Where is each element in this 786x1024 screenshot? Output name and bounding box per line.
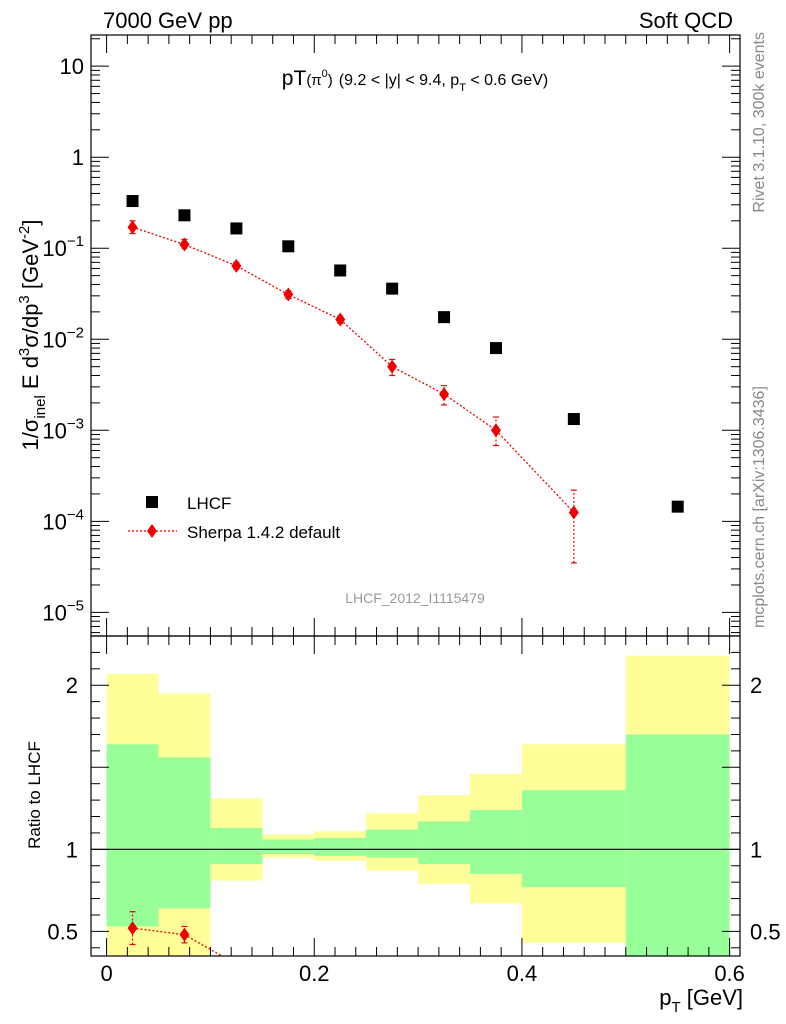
ratio-sherpa-point-1 xyxy=(179,927,190,942)
sherpa-line xyxy=(132,226,575,513)
lhcf-point-0 xyxy=(126,195,139,208)
sherpa-point-2 xyxy=(231,258,242,273)
ratio-band-green-8 xyxy=(521,790,626,888)
lhcf-point-8 xyxy=(567,413,580,426)
sherpa-point-7 xyxy=(490,423,501,438)
main-y-tick-label-2: 10−1 xyxy=(42,233,84,261)
main-y-axis-label: 1/σinel E d3σ/dp3 [GeV-2] xyxy=(16,219,49,450)
sherpa-point-6 xyxy=(439,387,450,402)
ratio-band-green-3 xyxy=(262,839,315,855)
ratio-y-tick-label-right-1: 1 xyxy=(750,837,762,862)
x-tick-label-2: 0.4 xyxy=(507,961,538,986)
main-y-tick-label-0: 10 xyxy=(60,54,84,79)
main-y-tick-label-1: 1 xyxy=(72,145,84,170)
sherpa-point-0 xyxy=(127,220,138,235)
ratio-band-green-1 xyxy=(158,757,211,909)
legend: LHCF Sherpa 1.4.2 default xyxy=(128,494,340,542)
ratio-series xyxy=(127,911,224,956)
main-y-tick-label-6: 10−5 xyxy=(42,597,84,625)
sherpa-point-8 xyxy=(568,505,579,520)
legend-lhcf-label: LHCF xyxy=(187,494,231,513)
lhcf-point-5 xyxy=(386,282,399,295)
lhcf-point-9 xyxy=(671,500,684,513)
ratio-band-green-5 xyxy=(366,829,419,858)
ratio-band-green-4 xyxy=(314,837,367,856)
legend-lhcf-marker xyxy=(146,496,158,508)
ratio-band-green-6 xyxy=(418,821,471,865)
ratio-band-green-0 xyxy=(106,744,159,927)
ratio-frame xyxy=(90,635,741,957)
lhcf-point-1 xyxy=(178,209,191,222)
sherpa-point-4 xyxy=(335,312,346,327)
main-y-tick-label-4: 10−3 xyxy=(42,415,84,443)
plot-title: pT(π0) (9.2 < |y| < 9.4, pT < 0.6 GeV) xyxy=(282,67,548,94)
legend-sherpa-marker xyxy=(147,524,157,538)
mcplots-info: mcplots.cern.ch [arXiv:1306.3436] xyxy=(751,386,768,628)
main-series xyxy=(126,195,684,564)
lhcf-point-7 xyxy=(489,342,502,355)
x-tick-label-0: 0 xyxy=(100,961,112,986)
rivet-info: Rivet 3.1.10, 300k events xyxy=(751,32,768,213)
analysis-id-watermark: LHCF_2012_I1115479 xyxy=(345,590,485,606)
ratio-y-tick-label-right-2: 2 xyxy=(750,673,762,698)
lhcf-point-4 xyxy=(334,264,347,277)
sherpa-point-5 xyxy=(387,359,398,374)
energy-label: 7000 GeV pp xyxy=(103,8,233,33)
main-y-tick-label-5: 10−4 xyxy=(42,506,84,534)
main-y-tick-label-3: 10−2 xyxy=(42,324,84,352)
ratio-band-green-9 xyxy=(625,734,730,956)
x-tick-label-1: 0.2 xyxy=(299,961,330,986)
ratio-y-tick-label-1: 1 xyxy=(66,837,78,862)
x-axis-label: pT [GeV] xyxy=(659,985,743,1016)
ratio-y-tick-label-0: 0.5 xyxy=(47,919,78,944)
legend-sherpa-label: Sherpa 1.4.2 default xyxy=(187,523,340,542)
ratio-bands xyxy=(106,655,730,956)
ratio-band-green-2 xyxy=(210,828,263,865)
sherpa-point-1 xyxy=(179,237,190,252)
x-tick-label-3: 0.6 xyxy=(714,961,745,986)
lhcf-point-2 xyxy=(230,222,243,235)
sherpa-point-3 xyxy=(283,287,294,302)
ratio-y-axis-label: Ratio to LHCF xyxy=(25,741,44,849)
lhcf-point-3 xyxy=(282,240,295,253)
ratio-y-tick-label-right-0: 0.5 xyxy=(750,919,781,944)
main-frame xyxy=(90,34,741,637)
category-label: Soft QCD xyxy=(639,8,733,33)
ratio-y-tick-label-2: 2 xyxy=(66,673,78,698)
ratio-band-green-7 xyxy=(470,809,522,874)
lhcf-point-6 xyxy=(438,311,451,324)
ratio-sherpa-point-0 xyxy=(127,921,138,936)
